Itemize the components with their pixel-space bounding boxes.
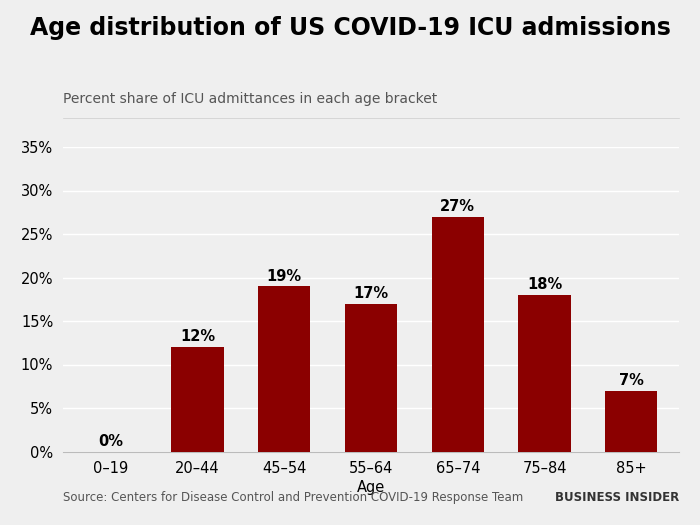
Text: Age distribution of US COVID-19 ICU admissions: Age distribution of US COVID-19 ICU admi… — [29, 16, 671, 40]
Text: 0%: 0% — [98, 434, 123, 449]
Text: 19%: 19% — [267, 269, 302, 284]
Text: 27%: 27% — [440, 199, 475, 214]
Bar — [519, 295, 570, 452]
Text: 7%: 7% — [619, 373, 644, 388]
Bar — [606, 391, 657, 452]
Text: Source: Centers for Disease Control and Prevention COVID-19 Response Team: Source: Centers for Disease Control and … — [63, 491, 524, 504]
Bar — [432, 217, 484, 452]
X-axis label: Age: Age — [357, 480, 385, 496]
Bar — [345, 303, 397, 452]
Text: 12%: 12% — [180, 330, 215, 344]
Bar — [172, 347, 223, 452]
Text: 17%: 17% — [354, 286, 388, 301]
Text: 18%: 18% — [527, 277, 562, 292]
Bar — [258, 286, 310, 452]
Text: Percent share of ICU admittances in each age bracket: Percent share of ICU admittances in each… — [63, 92, 438, 106]
Text: BUSINESS INSIDER: BUSINESS INSIDER — [554, 491, 679, 504]
